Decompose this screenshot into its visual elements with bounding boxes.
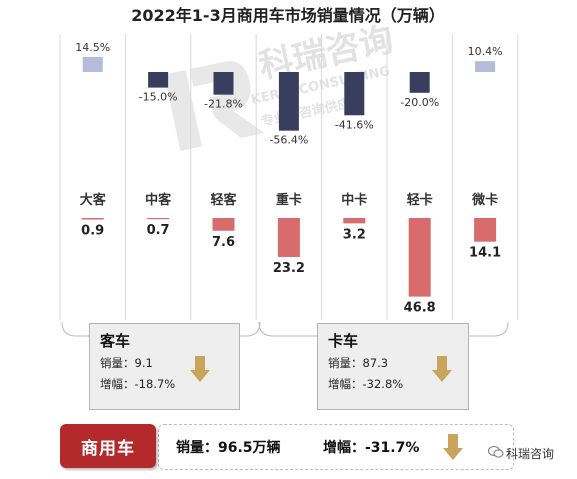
category-label-中卡: 中卡 [341, 192, 367, 208]
watermark-logo-icon [164, 61, 265, 151]
growth-bar-重卡 [278, 72, 299, 131]
growth-bar-大客 [82, 56, 103, 72]
category-label-大客: 大客 [80, 192, 107, 208]
sales-bar-中卡 [343, 218, 366, 224]
bus-sales: 销量：9.1 [100, 356, 153, 370]
down-arrow-icon [443, 434, 463, 460]
truck-growth: 增幅：-32.8% [328, 377, 404, 391]
truck-title: 卡车 [328, 332, 359, 350]
down-arrow-icon [432, 356, 452, 382]
bus-growth: 增幅：-18.7% [100, 377, 176, 391]
sales-label-轻客: 7.6 [212, 235, 235, 250]
growth-label-微卡: 10.4% [468, 45, 503, 58]
total-summary-frame [158, 424, 514, 470]
sales-bar-轻客 [212, 218, 235, 231]
growth-label-轻客: -21.8% [204, 98, 243, 111]
bus-title: 客车 [100, 332, 131, 350]
sales-label-重卡: 23.2 [273, 261, 305, 276]
sales-bar-中客 [147, 218, 170, 220]
total-badge: 商用车 [60, 424, 156, 468]
truck-sales: 销量：87.3 [328, 356, 389, 370]
column-dividers [59, 34, 519, 320]
category-label-中客: 中客 [145, 192, 172, 208]
sales-label-大客: 0.9 [81, 224, 104, 239]
growth-bar-微卡 [475, 61, 496, 72]
growth-labels: 14.5% -15.0% -21.8% -56.4% -41.6% -20.0% 10.4% [75, 41, 502, 147]
down-arrow-icon [190, 356, 210, 382]
sales-labels: 0.9 0.7 7.6 23.2 3.2 46.8 14.1 [81, 223, 501, 315]
sales-label-轻卡: 46.8 [404, 301, 436, 316]
growth-bar-轻客 [213, 72, 234, 95]
growth-bar-中卡 [344, 72, 365, 116]
sales-label-微卡: 14.1 [469, 246, 501, 261]
sales-label-中卡: 3.2 [343, 227, 366, 242]
category-label-重卡: 重卡 [276, 192, 302, 208]
growth-label-中客: -15.0% [139, 91, 178, 104]
category-label-轻客: 轻客 [210, 192, 237, 208]
growth-label-大客: 14.5% [75, 41, 110, 54]
bus-summary-box: 客车 销量：9.1 增幅：-18.7% [89, 323, 240, 410]
growth-bars [82, 56, 496, 131]
chart-title: 2022年1-3月商用车市场销量情况（万辆） [131, 6, 444, 25]
category-labels: 大客 中客 轻客 重卡 中卡 轻卡 微卡 [80, 192, 498, 208]
growth-label-重卡: -56.4% [269, 134, 308, 147]
growth-bar-轻卡 [409, 72, 430, 93]
total-growth: 增幅：-31.7% [323, 440, 420, 456]
truck-summary-box: 卡车 销量：87.3 增幅：-32.8% [317, 323, 469, 410]
wechat-icon [488, 446, 504, 458]
sales-label-中客: 0.7 [147, 223, 170, 238]
category-label-轻卡: 轻卡 [407, 192, 433, 208]
category-label-微卡: 微卡 [471, 192, 498, 208]
growth-label-中卡: -41.6% [335, 118, 374, 131]
total-sales: 销量：96.5万辆 [176, 440, 281, 456]
sales-bar-轻卡 [408, 218, 431, 297]
sales-bar-大客 [81, 218, 104, 220]
sales-bar-重卡 [277, 218, 300, 257]
sales-bar-微卡 [474, 218, 497, 242]
brand-name: 科瑞咨询 [506, 447, 555, 461]
growth-label-轻卡: -20.0% [400, 96, 439, 109]
growth-bar-中客 [148, 72, 169, 88]
sales-bars [81, 218, 497, 297]
